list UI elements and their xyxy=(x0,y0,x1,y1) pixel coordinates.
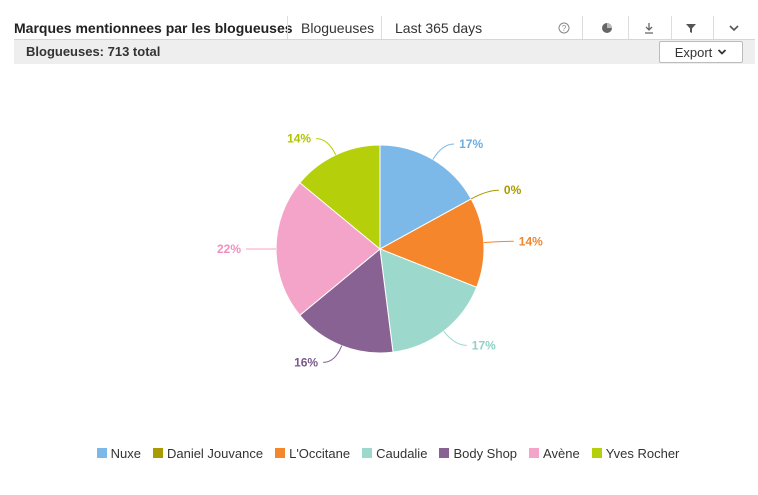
filter-icon[interactable] xyxy=(678,16,704,40)
label-connector-l-occitane xyxy=(483,240,514,243)
pie-slice-avene[interactable] xyxy=(275,182,381,316)
chart-title: Marques mentionnees par les blogueuses xyxy=(14,20,293,36)
audience-selector[interactable]: Blogueuses xyxy=(301,20,375,36)
data-label-nuxe: 17% xyxy=(459,137,483,151)
toolbar-divider xyxy=(713,16,714,40)
label-connector-nuxe xyxy=(432,143,455,160)
chevron-down-icon xyxy=(718,49,727,55)
legend-label: Caudalie xyxy=(376,445,428,461)
legend-item-yves-rocher[interactable]: Yves Rocher xyxy=(591,445,680,461)
legend-label: Yves Rocher xyxy=(605,445,680,461)
pie-slice-l-occitane[interactable] xyxy=(378,198,485,288)
data-label-body-shop: 16% xyxy=(294,355,318,369)
legend-swatch xyxy=(96,448,107,458)
data-label-yves-rocher: 14% xyxy=(287,132,311,146)
label-connector-body-shop xyxy=(323,345,343,363)
data-label-l-occitane: 14% xyxy=(519,234,543,248)
pie-slices xyxy=(275,144,485,354)
svg-text:?: ? xyxy=(562,24,567,33)
total-label: Blogueuses: 713 total xyxy=(26,44,161,59)
legend-swatch xyxy=(152,448,163,458)
legend-swatch xyxy=(275,448,286,458)
legend-label: Daniel Jouvance xyxy=(166,445,264,461)
chart-legend: Nuxe Daniel Jouvance L'Occitane Caudalie Bod… xyxy=(0,443,758,463)
legend-item-nuxe[interactable]: Nuxe xyxy=(96,445,141,461)
help-icon[interactable]: ? xyxy=(551,16,577,40)
toolbar-divider xyxy=(287,16,288,40)
pie-chart-icon[interactable] xyxy=(594,16,620,40)
toolbar-divider xyxy=(628,16,629,40)
chart-toolbar: Marques mentionnees par les blogueuses B… xyxy=(0,14,752,42)
pie-slice-yves-rocher[interactable] xyxy=(299,144,381,251)
legend-label: L'Occitane xyxy=(289,445,351,461)
chevron-down-icon[interactable] xyxy=(721,16,747,40)
legend-label: Body Shop xyxy=(453,445,518,461)
legend-swatch xyxy=(591,448,602,458)
data-label-avene: 22% xyxy=(217,242,241,256)
period-selector[interactable]: Last 365 days xyxy=(395,20,483,36)
legend-item-l-occitane[interactable]: L'Occitane xyxy=(275,446,350,461)
legend-item-avene[interactable]: Avène xyxy=(529,446,580,461)
legend-item-caudalie[interactable]: Caudalie xyxy=(362,446,427,461)
toolbar-divider xyxy=(671,16,672,40)
export-button[interactable]: Export xyxy=(659,41,743,63)
toolbar-underline xyxy=(14,39,755,40)
download-icon[interactable] xyxy=(636,16,662,40)
data-label-caudalie: 17% xyxy=(472,338,496,352)
legend-item-body-shop[interactable]: Body Shop xyxy=(439,446,517,461)
legend-swatch xyxy=(529,448,540,458)
data-label-daniel-jouvance: 0% xyxy=(504,183,522,197)
label-connector-daniel-jouvance xyxy=(470,189,499,200)
pie-slice-body-shop[interactable] xyxy=(299,248,394,354)
toolbar-divider xyxy=(381,16,382,40)
legend-label: Avène xyxy=(543,445,580,461)
legend-item-daniel-jouvance[interactable]: Daniel Jouvance xyxy=(152,445,264,461)
subheader-bar: Blogueuses: 713 total Export xyxy=(14,40,755,64)
legend-swatch xyxy=(362,448,373,458)
export-label: Export xyxy=(674,44,713,60)
label-connector-caudalie xyxy=(443,330,467,346)
pie-data-labels: 17% 0% 14% 17% 16% 22% 14% xyxy=(217,132,543,370)
legend-swatch xyxy=(439,448,450,458)
label-connector-yves-rocher xyxy=(316,138,337,156)
legend-label: Nuxe xyxy=(110,445,141,461)
toolbar-divider xyxy=(582,16,583,40)
